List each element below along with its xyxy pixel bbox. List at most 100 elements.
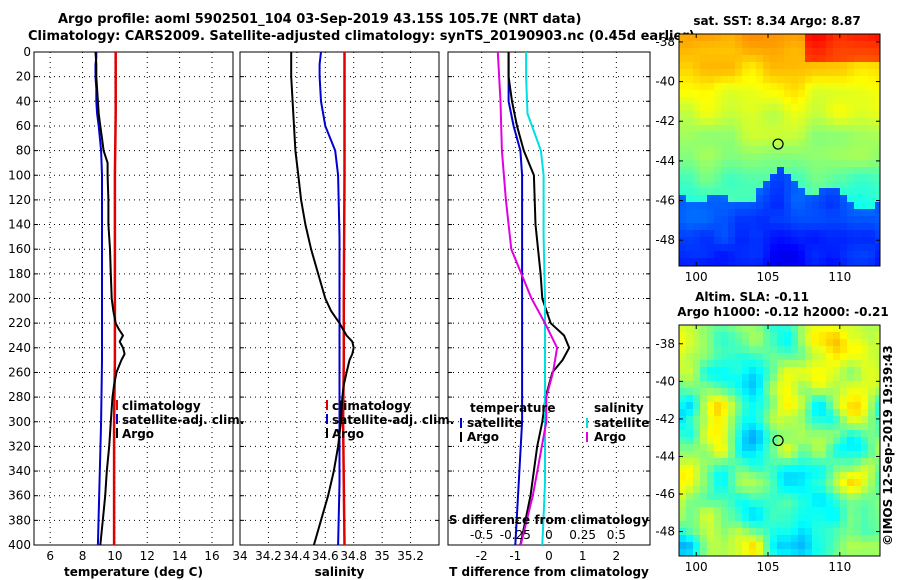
map-cell <box>700 181 707 188</box>
map-cell <box>714 48 721 55</box>
map-cell <box>847 118 854 125</box>
map-cell <box>812 55 819 62</box>
map-cell <box>819 237 826 244</box>
map-cell <box>875 430 880 437</box>
map-cell <box>819 104 826 111</box>
map-cell <box>707 90 714 97</box>
map-cell <box>693 181 700 188</box>
map-cell <box>847 76 854 83</box>
map-cell <box>854 237 861 244</box>
map-cell <box>721 423 728 430</box>
map-cell <box>777 381 784 388</box>
map-lat-tick-label: -48 <box>655 233 675 247</box>
map-cell <box>756 402 763 409</box>
map-cell <box>721 181 728 188</box>
map-cell <box>819 339 826 346</box>
map-cell <box>875 500 880 507</box>
map-cell <box>833 507 840 514</box>
map-cell <box>777 423 784 430</box>
map-cell <box>840 528 847 535</box>
map-cell <box>763 381 770 388</box>
map-cell <box>735 202 742 209</box>
map-cell <box>798 76 805 83</box>
map-cell <box>868 104 875 111</box>
map-cell <box>854 55 861 62</box>
map-cell <box>714 430 721 437</box>
figure-title-line1: Argo profile: aoml 5902501_104 03-Sep-20… <box>58 12 582 27</box>
map-cell <box>812 34 819 41</box>
map-cell <box>798 209 805 216</box>
map-cell <box>826 472 833 479</box>
map-cell <box>679 209 686 216</box>
series-line-climatology <box>341 52 346 546</box>
map-cell <box>749 90 756 97</box>
map-cell <box>749 346 756 353</box>
map-cell <box>728 402 735 409</box>
map-cell <box>798 500 805 507</box>
map-cell <box>868 195 875 202</box>
x-tick-label: 0 <box>545 549 553 563</box>
map-cell <box>714 395 721 402</box>
map-cell <box>805 528 812 535</box>
x-tick-label: 34.4 <box>283 549 310 563</box>
map-cell <box>840 430 847 437</box>
map-cell <box>679 521 686 528</box>
map-cell <box>777 188 784 195</box>
map-cell <box>819 493 826 500</box>
map-cell <box>777 216 784 223</box>
map-cell <box>861 423 868 430</box>
map-cell <box>875 353 880 360</box>
map-cell <box>784 493 791 500</box>
map-cell <box>742 230 749 237</box>
map-cell <box>847 395 854 402</box>
map-cell <box>868 339 875 346</box>
map-cell <box>770 388 777 395</box>
map-cell <box>784 160 791 167</box>
map-cell <box>777 437 784 444</box>
map-cell <box>833 325 840 332</box>
map-cell <box>763 48 770 55</box>
map-cell <box>770 104 777 111</box>
map-cell <box>805 244 812 251</box>
map-cell <box>826 381 833 388</box>
map-cell <box>840 409 847 416</box>
map-cell <box>728 181 735 188</box>
map-cell <box>833 48 840 55</box>
map-cell <box>826 514 833 521</box>
map-cell <box>805 258 812 265</box>
map-cell <box>868 90 875 97</box>
map-cell <box>875 395 880 402</box>
map-cell <box>812 360 819 367</box>
map-cell <box>742 423 749 430</box>
map-cell <box>805 188 812 195</box>
map-cell <box>819 251 826 258</box>
map-cell <box>714 230 721 237</box>
map-cell <box>819 486 826 493</box>
map-cell <box>679 195 686 202</box>
map-cell <box>777 514 784 521</box>
map-cell <box>679 409 686 416</box>
map-cell <box>847 409 854 416</box>
map-cell <box>700 188 707 195</box>
x-tick-label: -1 <box>509 549 521 563</box>
map-cell <box>756 430 763 437</box>
map-cell <box>875 339 880 346</box>
map-cell <box>707 258 714 265</box>
map-cell <box>728 332 735 339</box>
map-cell <box>735 76 742 83</box>
map-cell <box>826 118 833 125</box>
map-cell <box>714 514 721 521</box>
map-cell <box>812 244 819 251</box>
map-cell <box>784 195 791 202</box>
map-cell <box>868 360 875 367</box>
map-cell <box>707 139 714 146</box>
map-cell <box>791 48 798 55</box>
map-cell <box>784 251 791 258</box>
map-cell <box>735 237 742 244</box>
map-cell <box>679 223 686 230</box>
map-cell <box>693 437 700 444</box>
map-cell <box>756 367 763 374</box>
map-cell <box>798 118 805 125</box>
map-cell <box>728 209 735 216</box>
y-tick-label: 220 <box>8 316 31 330</box>
